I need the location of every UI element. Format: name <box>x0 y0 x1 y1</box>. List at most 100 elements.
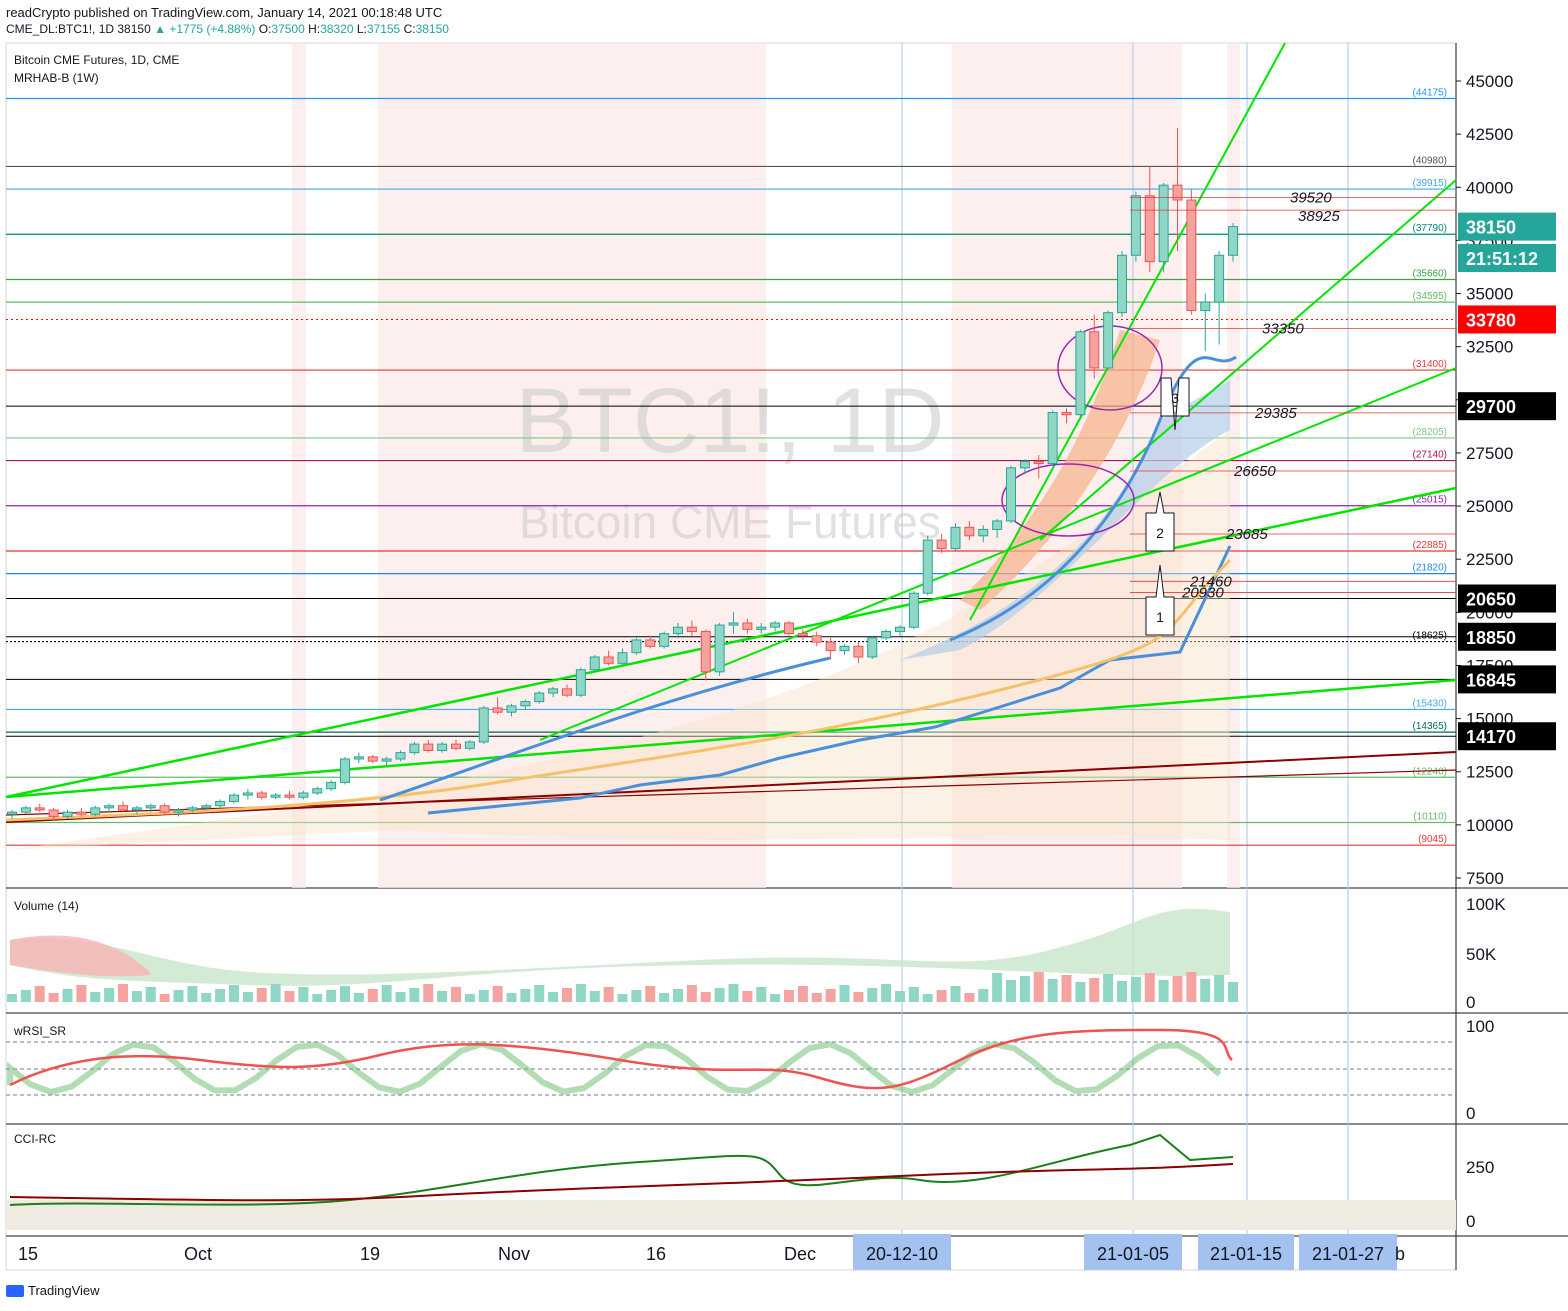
candle-body-17 <box>242 792 253 796</box>
candle-body-23 <box>326 781 337 790</box>
x-tick-label-0: 15 <box>18 1244 38 1264</box>
volume-bar-35 <box>492 986 503 1002</box>
candle-body-86 <box>1200 301 1211 312</box>
price-axis[interactable]: 7500100001250015000175002000022500250002… <box>1456 72 1513 888</box>
y-tick-label-7: 25000 <box>1466 497 1513 516</box>
volume-bar-86 <box>1200 979 1211 1002</box>
volume-cloud-red <box>10 935 150 977</box>
candle-body-11 <box>159 805 170 813</box>
trend-line-0 <box>5 486 1457 799</box>
annotation-1: 38925 <box>1298 208 1340 225</box>
blue-ma-line-left <box>379 656 831 802</box>
volume-bar-69 <box>964 993 975 1002</box>
y-tick-label-14: 42500 <box>1466 125 1513 144</box>
volume-bar-47 <box>659 993 670 1002</box>
volume-tick-0: 0 <box>1466 993 1475 1012</box>
open-value: 37500 <box>271 22 305 36</box>
x-tick-label-2: 19 <box>360 1244 380 1264</box>
symbol-label: CME_DL:BTC1!, 1D <box>6 22 115 36</box>
candle-body-60 <box>839 645 850 652</box>
candle-body-81 <box>1130 195 1141 256</box>
indicator-panes: Volume (14) 0 50K 100K wRSI_SR 0 100 CCI-RC 0 250 <box>6 895 1506 1231</box>
volume-bar-44 <box>617 994 628 1002</box>
candle-body-10 <box>145 805 156 809</box>
badge-bg-4 <box>1458 584 1556 613</box>
candle-body-56 <box>784 622 794 635</box>
volume-bar-73 <box>1019 976 1030 1002</box>
volume-bar-45 <box>631 990 642 1002</box>
high-label: H: <box>308 22 321 36</box>
candle-body-20 <box>284 794 295 798</box>
volume-bar-49 <box>686 985 697 1002</box>
candle-body-55 <box>770 622 781 628</box>
volume-bar-27 <box>381 985 392 1002</box>
volume-bar-62 <box>867 988 878 1002</box>
level-label-5: (34595) <box>1413 291 1447 302</box>
volume-bar-61 <box>853 992 864 1002</box>
blue-ma-line-right <box>949 355 1237 642</box>
session-band-0 <box>292 43 306 888</box>
volume-bar-30 <box>423 984 434 1002</box>
volume-bar-56 <box>784 990 794 1002</box>
candle-body-70 <box>978 528 989 537</box>
volume-bar-33 <box>464 994 475 1002</box>
volume-bar-70 <box>978 989 989 1002</box>
footer-brand: TradingView <box>28 1283 100 1298</box>
callout-label-1: 2 <box>1156 525 1164 541</box>
level-label-11: (21820) <box>1413 563 1447 574</box>
volume-bar-40 <box>562 988 572 1002</box>
candle-body-39 <box>548 688 559 694</box>
candle-body-7 <box>104 805 115 809</box>
volume-bar-31 <box>437 991 448 1002</box>
candle-body-28 <box>395 752 406 760</box>
candle-body-74 <box>1033 460 1044 465</box>
watermark-symbol: BTC1!, 1D <box>515 370 944 472</box>
candle-body-77 <box>1075 331 1086 416</box>
callout-label-0: 1 <box>1156 609 1164 625</box>
orange-ma-line <box>5 558 1232 822</box>
volume-bar-50 <box>700 992 711 1002</box>
badge-text-2: 33780 <box>1466 310 1516 330</box>
candle-body-30 <box>423 743 434 751</box>
volume-tick-2: 100K <box>1466 895 1506 914</box>
badge-bg-2 <box>1458 305 1556 334</box>
volume-bar-4 <box>62 989 73 1002</box>
wrsi-ribbon <box>6 1040 1222 1096</box>
trend-line-4 <box>969 42 1286 621</box>
volume-bar-25 <box>353 993 364 1002</box>
volume-bar-68 <box>950 986 961 1002</box>
last-price: 38150 <box>117 22 151 36</box>
volume-bar-66 <box>922 994 933 1002</box>
candle-body-19 <box>270 794 281 798</box>
candle-body-24 <box>340 758 350 783</box>
level-label-1: (40980) <box>1413 155 1447 166</box>
candle-body-51 <box>714 624 725 673</box>
candle-body-5 <box>76 811 87 815</box>
price-badges: 38150 21:51:12 33780 29700 20650 18850 16845 14… <box>1458 212 1556 751</box>
level-label-9: (25015) <box>1413 495 1447 506</box>
volume-cloud <box>10 908 1230 986</box>
close-label: C: <box>403 22 416 36</box>
volume-bar-55 <box>770 994 781 1002</box>
candle-body-31 <box>437 743 448 751</box>
volume-bar-52 <box>728 984 739 1002</box>
volume-bar-63 <box>881 984 892 1002</box>
time-axis[interactable]: 15 Oct 19 Nov 16 Dec 21-01-15 20-12-10 21-01-05 2… <box>18 1234 1405 1270</box>
volume-bar-18 <box>256 988 267 1002</box>
y-tick-label-8: 27500 <box>1466 444 1513 463</box>
y-tick-label-15: 45000 <box>1466 72 1513 91</box>
volume-bar-46 <box>645 986 656 1002</box>
candle-body-45 <box>631 639 642 654</box>
callout-box-0 <box>1145 564 1175 636</box>
candle-body-1 <box>20 807 31 813</box>
badge-text-1: 21:51:12 <box>1466 249 1538 269</box>
candle-body-71 <box>992 520 1003 530</box>
candle-body-59 <box>825 641 836 652</box>
y-tick-label-13: 40000 <box>1466 178 1513 197</box>
volume-bar-24 <box>340 986 350 1002</box>
annotation-7: 20930 <box>1181 585 1224 602</box>
volume-bar-58 <box>811 993 822 1002</box>
candle-body-26 <box>367 756 378 762</box>
volume-bar-5 <box>76 985 87 1002</box>
